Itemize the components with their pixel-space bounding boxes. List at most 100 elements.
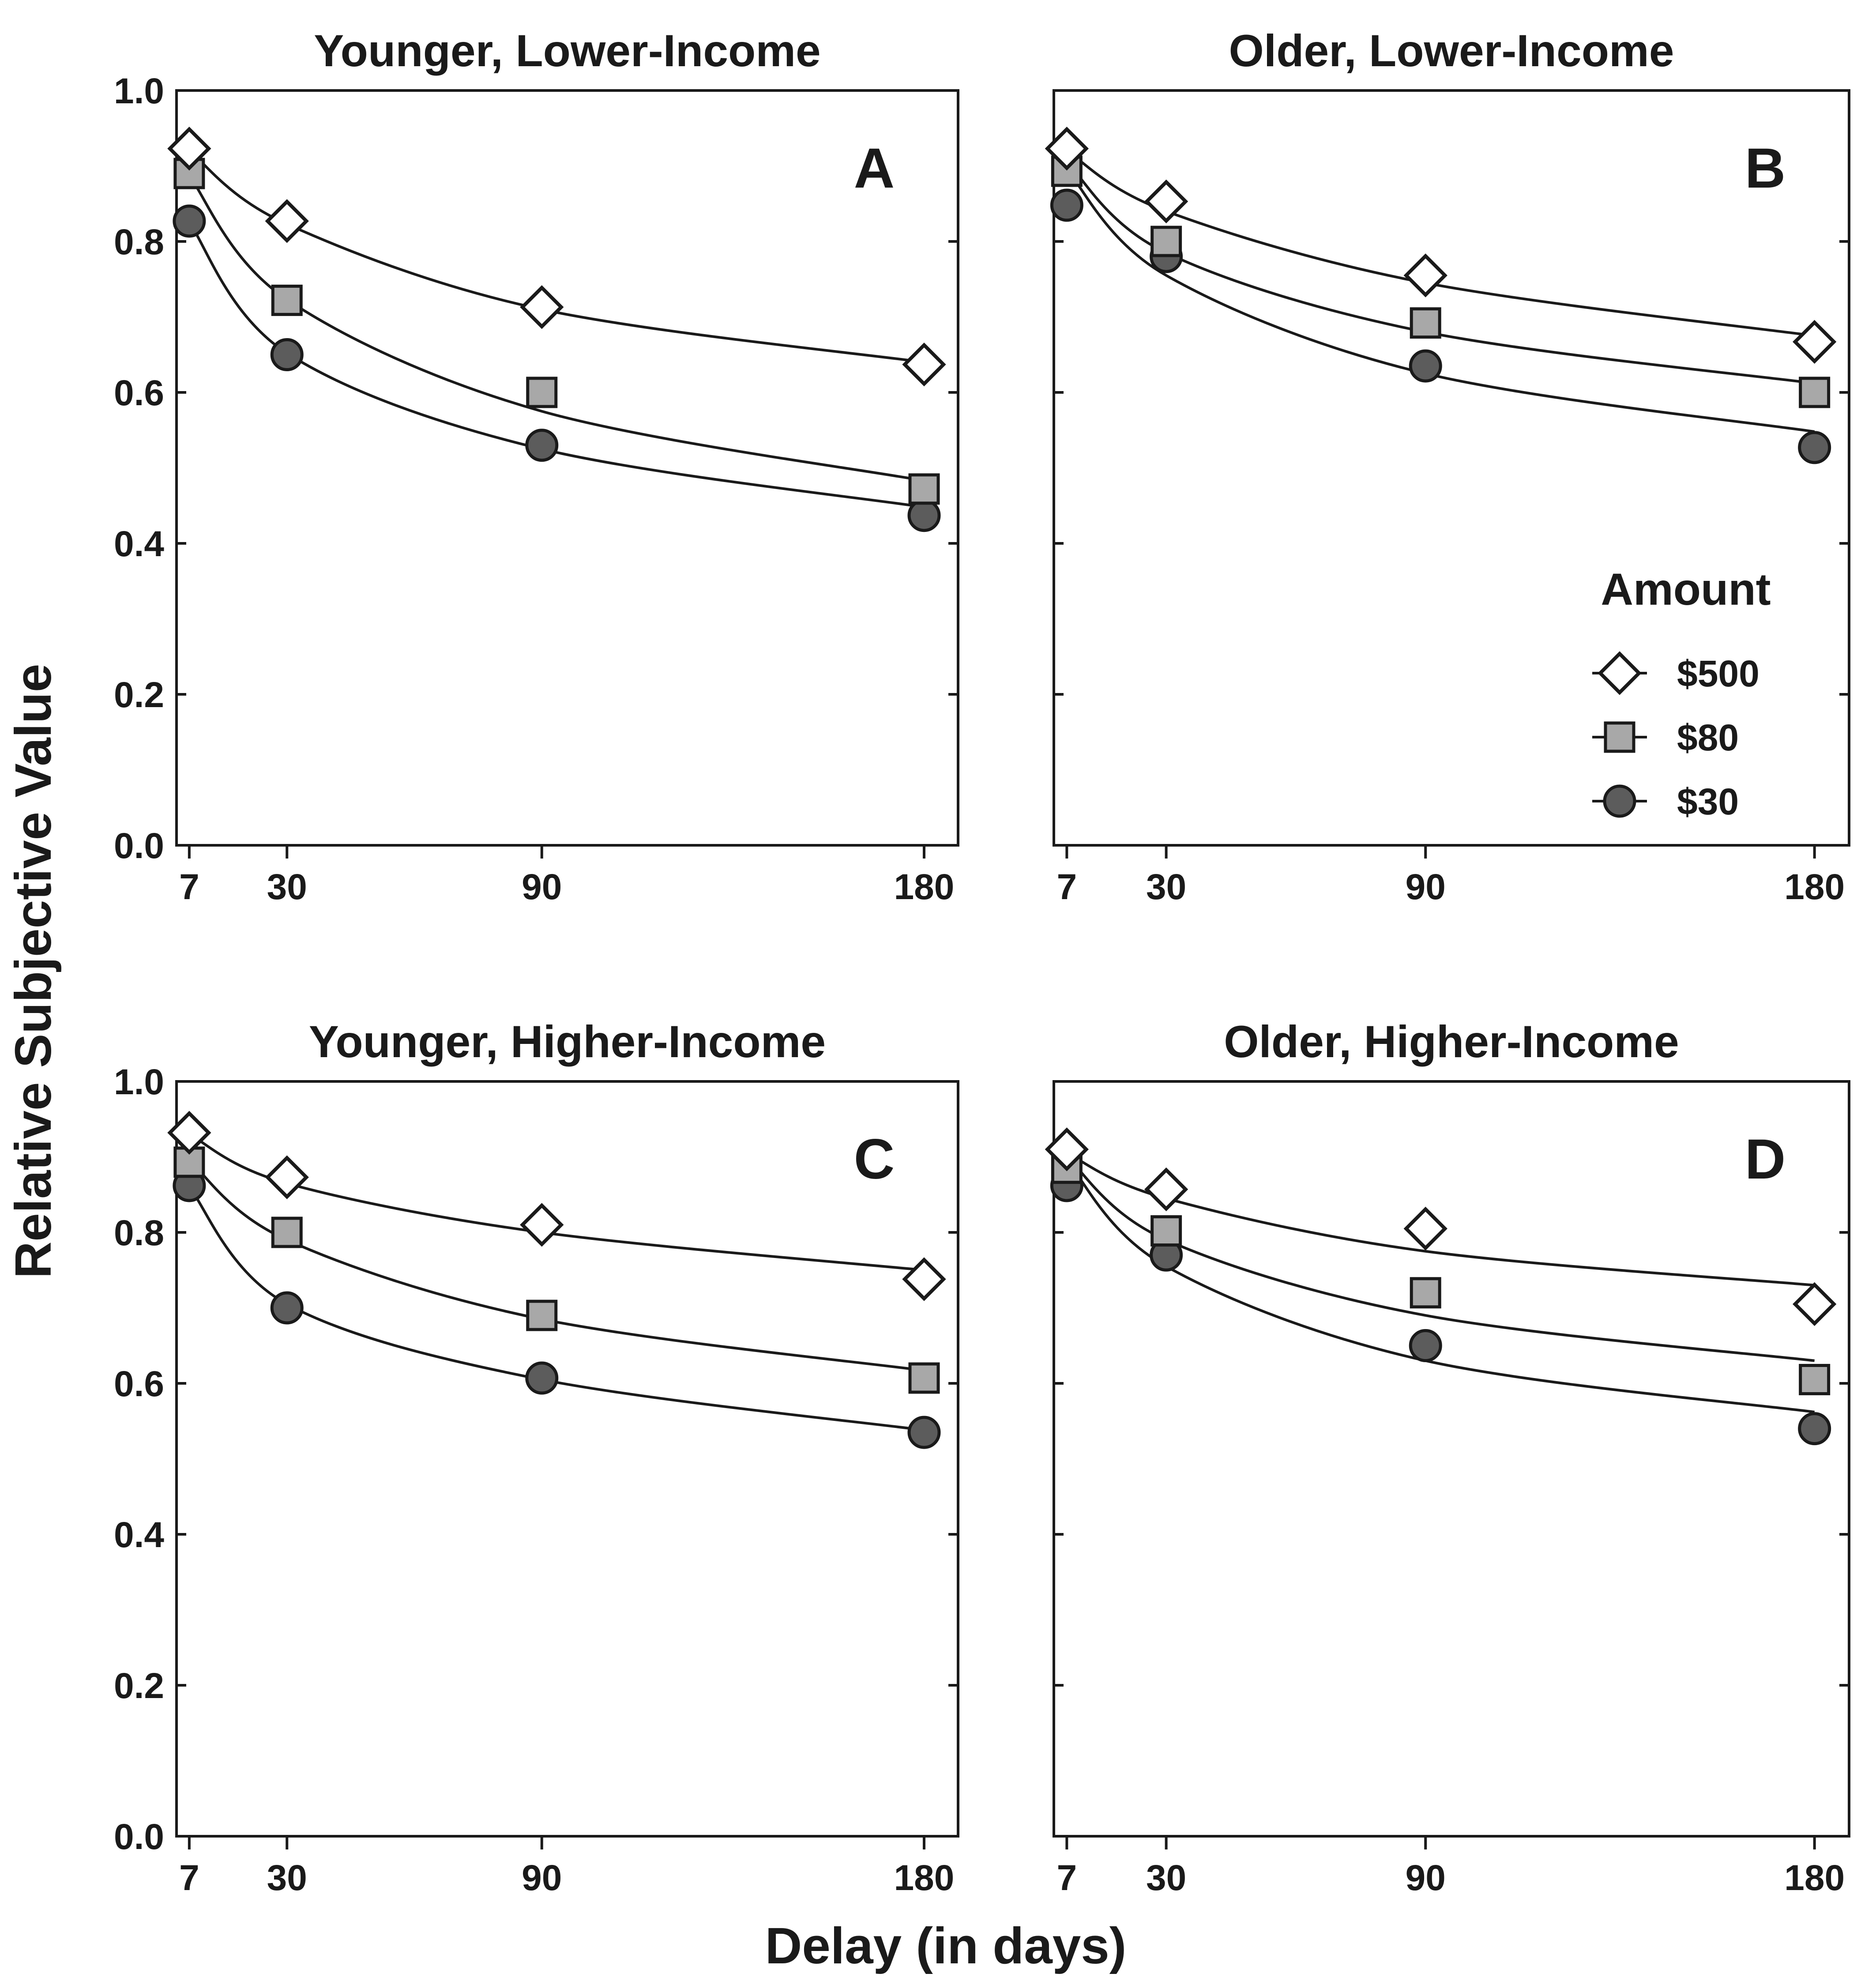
fit-curve-circle bbox=[1066, 169, 1815, 433]
data-point-diamond bbox=[520, 1203, 564, 1247]
data-point-diamond bbox=[1792, 320, 1837, 364]
x-tick-label: 180 bbox=[894, 1858, 955, 1898]
data-point-diamond bbox=[1045, 1127, 1089, 1171]
y-tick-label: 0.0 bbox=[114, 1817, 164, 1857]
x-tick-label: 90 bbox=[1406, 1858, 1446, 1898]
data-point-circle bbox=[1798, 431, 1831, 464]
fit-curve-square bbox=[1066, 161, 1815, 385]
data-point-square bbox=[908, 473, 940, 505]
panel-title: Older, Higher-Income bbox=[1224, 1017, 1679, 1067]
data-point-diamond bbox=[167, 1111, 211, 1155]
x-tick-label: 30 bbox=[267, 867, 307, 907]
panel-title: Younger, Lower-Income bbox=[314, 26, 821, 76]
y-tick-label: 0.8 bbox=[114, 1213, 164, 1253]
data-point-diamond bbox=[265, 1155, 309, 1199]
y-tick-label: 0.2 bbox=[114, 1666, 164, 1706]
legend-marker-square bbox=[1604, 721, 1635, 753]
panel-label: D bbox=[1745, 1128, 1786, 1191]
data-point-circle bbox=[907, 499, 941, 532]
x-tick-label: 90 bbox=[522, 1858, 562, 1898]
panel-title: Older, Lower-Income bbox=[1229, 26, 1674, 76]
panels: Younger, Lower-Income A 0.0 0.2 0.4 0.6 0.8 1.0… bbox=[114, 26, 1850, 1898]
data-point-diamond bbox=[902, 1257, 946, 1301]
legend-label: $30 bbox=[1677, 781, 1739, 822]
data-point-circle bbox=[525, 429, 559, 462]
y-tick-label: 0.6 bbox=[114, 373, 164, 413]
x-tick-label: 30 bbox=[1146, 867, 1186, 907]
data-point-diamond bbox=[1403, 253, 1447, 298]
x-axis-label: Delay (in days) bbox=[765, 1917, 1127, 1974]
x-tick-label: 180 bbox=[1784, 867, 1845, 907]
x-tick-label: 7 bbox=[179, 867, 199, 907]
panel-label: B bbox=[1745, 137, 1786, 200]
panel-title: Younger, Higher-Income bbox=[309, 1017, 826, 1067]
data-point-diamond bbox=[520, 285, 564, 329]
data-point-circle bbox=[1409, 1329, 1442, 1362]
data-point-circle bbox=[1409, 349, 1442, 383]
y-tick-label: 0.6 bbox=[114, 1364, 164, 1404]
y-tick-label: 0.4 bbox=[114, 1515, 164, 1555]
y-tick-label: 0.0 bbox=[114, 826, 164, 866]
x-tick-label: 7 bbox=[1057, 867, 1077, 907]
data-point-diamond bbox=[1403, 1206, 1447, 1251]
fit-curve-diamond bbox=[188, 1133, 925, 1272]
data-point-circle bbox=[270, 1291, 304, 1325]
data-point-diamond bbox=[167, 127, 211, 171]
fit-curve-circle bbox=[1066, 1160, 1815, 1413]
data-point-diamond bbox=[265, 199, 309, 243]
y-axis-label: Relative Subjective Value bbox=[4, 664, 62, 1279]
data-point-square bbox=[271, 1216, 303, 1248]
data-point-circle bbox=[525, 1361, 559, 1395]
data-point-circle bbox=[173, 204, 206, 238]
legend: Amount $500 $80 $30 bbox=[1592, 564, 1771, 822]
plot-frame bbox=[1053, 1080, 1850, 1838]
panel-b: Older, Lower-Income B 7 30 90 180 bbox=[1045, 26, 1850, 907]
x-tick-label: 30 bbox=[267, 1858, 307, 1898]
panel-d: Older, Higher-Income D 7 30 90 180 bbox=[1045, 1017, 1850, 1898]
fit-curve-diamond bbox=[1066, 1152, 1815, 1287]
data-point-square bbox=[1799, 1363, 1831, 1395]
legend-entries: $500 $80 $30 bbox=[1592, 651, 1759, 822]
data-point-diamond bbox=[1045, 127, 1089, 171]
fit-curve-square bbox=[1066, 1156, 1815, 1362]
data-point-square bbox=[526, 1299, 558, 1331]
data-point-diamond bbox=[1144, 179, 1188, 224]
data-point-square bbox=[908, 1362, 940, 1394]
data-point-diamond bbox=[902, 343, 946, 387]
legend-label: $500 bbox=[1677, 653, 1759, 694]
data-point-diamond bbox=[1792, 1282, 1837, 1326]
fit-curve-square bbox=[188, 1160, 925, 1372]
data-point-circle bbox=[907, 1416, 941, 1449]
plot-frame bbox=[1053, 89, 1850, 847]
y-tick-label: 0.2 bbox=[114, 675, 164, 715]
legend-title: Amount bbox=[1601, 564, 1771, 614]
data-point-circle bbox=[1798, 1412, 1831, 1446]
data-point-circle bbox=[1050, 188, 1083, 222]
fit-curve-circle bbox=[188, 222, 925, 508]
data-point-diamond bbox=[1144, 1167, 1188, 1212]
x-tick-label: 180 bbox=[894, 867, 955, 907]
legend-marker-circle bbox=[1603, 784, 1636, 818]
fit-curve-circle bbox=[188, 1186, 925, 1431]
panel-label: A bbox=[854, 137, 895, 200]
data-point-square bbox=[1150, 226, 1182, 257]
x-tick-label: 90 bbox=[1406, 867, 1446, 907]
y-tick-label: 0.4 bbox=[114, 524, 164, 564]
data-point-square bbox=[1410, 307, 1441, 339]
x-tick-label: 7 bbox=[179, 1858, 199, 1898]
legend-marker-diamond bbox=[1598, 651, 1642, 695]
y-tick-label: 1.0 bbox=[114, 71, 164, 111]
data-point-square bbox=[271, 284, 303, 316]
x-tick-label: 90 bbox=[522, 867, 562, 907]
fit-curve-diamond bbox=[188, 150, 925, 364]
fit-curve-square bbox=[188, 175, 925, 482]
plot-frame bbox=[175, 1080, 959, 1838]
data-point-square bbox=[1150, 1215, 1182, 1247]
y-tick-label: 0.8 bbox=[114, 222, 164, 262]
data-point-square bbox=[1410, 1277, 1441, 1309]
data-point-square bbox=[1799, 377, 1831, 408]
data-point-square bbox=[526, 377, 558, 408]
panel-c: Younger, Higher-Income C 0.0 0.2 0.4 0.6 0.8 1.… bbox=[114, 1017, 959, 1898]
